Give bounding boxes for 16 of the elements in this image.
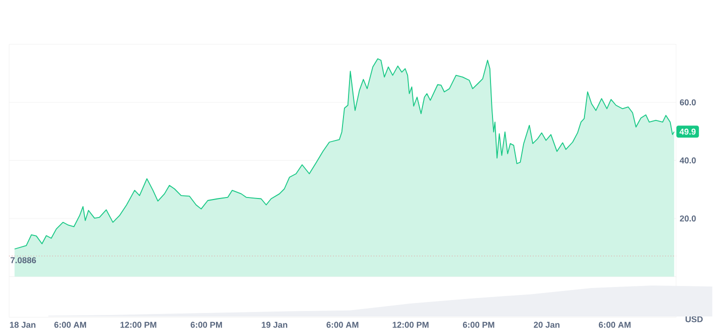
- x-tick-label: 6:00 AM: [326, 322, 358, 328]
- x-tick-label: 19 Jan: [262, 322, 288, 328]
- x-tick-label: 6:00 PM: [462, 322, 494, 328]
- x-tick-label: 6:00 AM: [54, 322, 86, 328]
- y-tick-label: 20.0: [680, 215, 696, 222]
- y-tick-label: 40.0: [680, 157, 696, 164]
- x-tick-label: 6:00 PM: [190, 322, 222, 328]
- y-axis-title: USD: [686, 316, 703, 322]
- ref-line-label: 7.0886: [10, 257, 36, 264]
- x-tick-label: 12:00 PM: [392, 322, 428, 328]
- x-tick-label: 20 Jan: [534, 322, 560, 328]
- annotation: 49.9: [680, 128, 696, 135]
- x-tick-label: 18 Jan: [10, 322, 36, 328]
- x-tick-label: 12:00 PM: [120, 322, 156, 328]
- x-tick-label: 6:00 AM: [598, 322, 631, 328]
- y-tick-label: 60.0: [680, 99, 696, 106]
